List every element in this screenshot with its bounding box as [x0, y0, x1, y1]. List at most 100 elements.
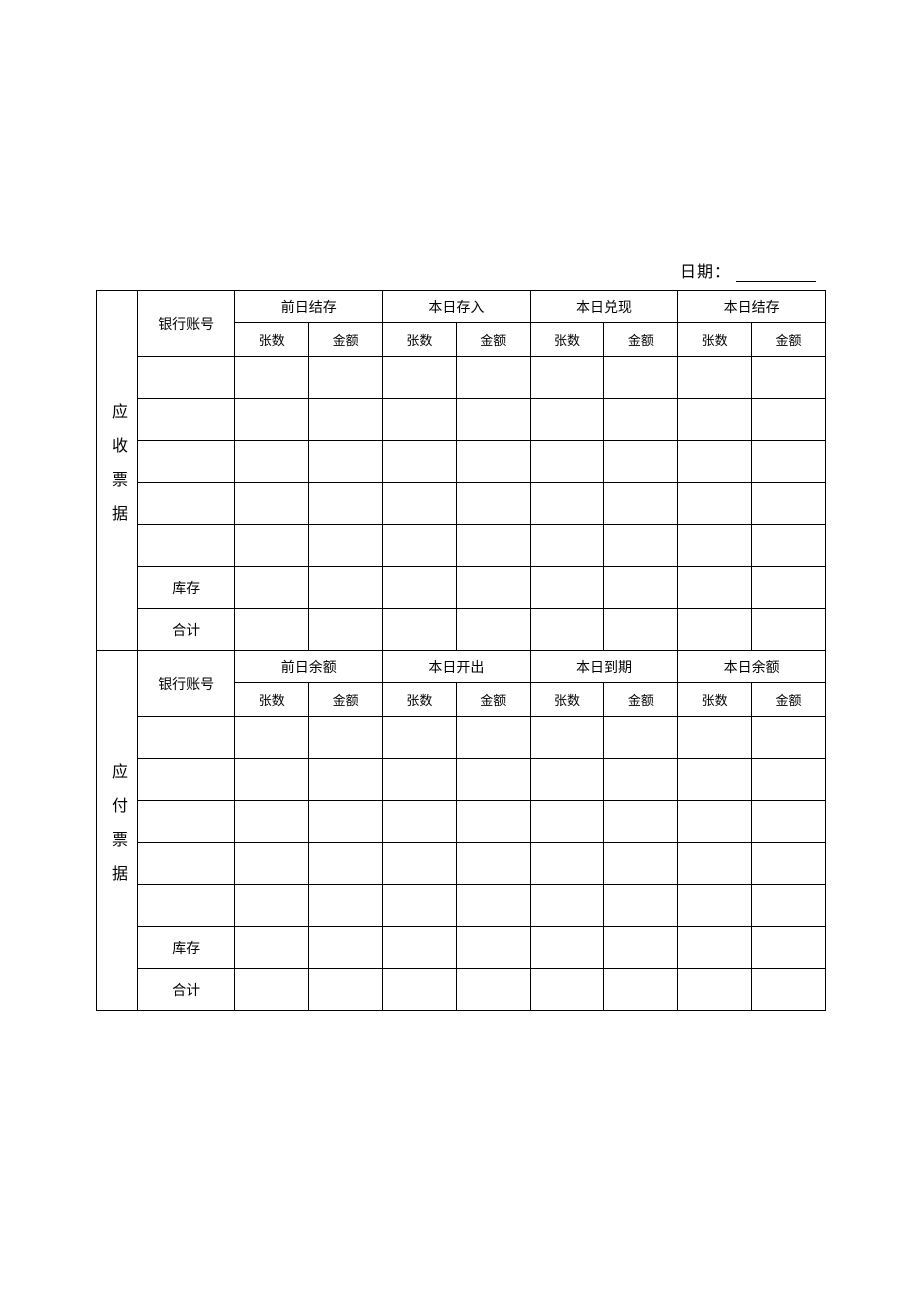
cell[interactable]	[309, 759, 383, 801]
cell[interactable]	[604, 969, 678, 1011]
cell[interactable]	[604, 927, 678, 969]
cell[interactable]	[383, 885, 457, 927]
cell[interactable]	[678, 441, 752, 483]
cell[interactable]	[678, 483, 752, 525]
cell[interactable]	[456, 969, 530, 1011]
cell[interactable]	[752, 759, 826, 801]
cell[interactable]	[678, 525, 752, 567]
cell[interactable]	[235, 441, 309, 483]
cell[interactable]	[235, 717, 309, 759]
cell[interactable]	[530, 927, 604, 969]
cell[interactable]	[752, 567, 826, 609]
cell[interactable]	[678, 759, 752, 801]
cell[interactable]	[678, 717, 752, 759]
cell[interactable]	[456, 525, 530, 567]
cell[interactable]	[235, 483, 309, 525]
cell[interactable]	[138, 801, 235, 843]
cell[interactable]	[235, 969, 309, 1011]
cell[interactable]	[456, 567, 530, 609]
cell[interactable]	[309, 843, 383, 885]
cell[interactable]	[752, 483, 826, 525]
cell[interactable]	[235, 885, 309, 927]
cell[interactable]	[604, 357, 678, 399]
cell[interactable]	[235, 843, 309, 885]
cell[interactable]	[309, 609, 383, 651]
cell[interactable]	[752, 399, 826, 441]
cell[interactable]	[530, 801, 604, 843]
date-input-line[interactable]	[736, 268, 816, 282]
cell[interactable]	[138, 483, 235, 525]
cell[interactable]	[530, 357, 604, 399]
cell[interactable]	[678, 969, 752, 1011]
cell[interactable]	[456, 885, 530, 927]
cell[interactable]	[383, 399, 457, 441]
cell[interactable]	[456, 441, 530, 483]
cell[interactable]	[752, 885, 826, 927]
cell[interactable]	[530, 717, 604, 759]
cell[interactable]	[678, 399, 752, 441]
cell[interactable]	[309, 399, 383, 441]
cell[interactable]	[235, 801, 309, 843]
cell[interactable]	[752, 927, 826, 969]
cell[interactable]	[309, 717, 383, 759]
cell[interactable]	[456, 927, 530, 969]
cell[interactable]	[383, 567, 457, 609]
cell[interactable]	[678, 609, 752, 651]
cell[interactable]	[530, 399, 604, 441]
cell[interactable]	[309, 969, 383, 1011]
cell[interactable]	[383, 717, 457, 759]
cell[interactable]	[604, 399, 678, 441]
cell[interactable]	[138, 885, 235, 927]
cell[interactable]	[383, 441, 457, 483]
cell[interactable]	[604, 759, 678, 801]
cell[interactable]	[309, 801, 383, 843]
cell[interactable]	[604, 609, 678, 651]
cell[interactable]	[235, 399, 309, 441]
cell[interactable]	[456, 399, 530, 441]
cell[interactable]	[383, 969, 457, 1011]
cell[interactable]	[678, 357, 752, 399]
cell[interactable]	[309, 885, 383, 927]
cell[interactable]	[604, 525, 678, 567]
cell[interactable]	[138, 843, 235, 885]
cell[interactable]	[604, 483, 678, 525]
cell[interactable]	[604, 717, 678, 759]
cell[interactable]	[309, 927, 383, 969]
cell[interactable]	[456, 759, 530, 801]
cell[interactable]	[235, 759, 309, 801]
cell[interactable]	[604, 885, 678, 927]
cell[interactable]	[383, 759, 457, 801]
cell[interactable]	[138, 441, 235, 483]
cell[interactable]	[309, 567, 383, 609]
cell[interactable]	[530, 759, 604, 801]
cell[interactable]	[752, 441, 826, 483]
cell[interactable]	[530, 441, 604, 483]
cell[interactable]	[383, 843, 457, 885]
cell[interactable]	[235, 357, 309, 399]
cell[interactable]	[678, 885, 752, 927]
cell[interactable]	[309, 483, 383, 525]
cell[interactable]	[138, 357, 235, 399]
cell[interactable]	[678, 927, 752, 969]
cell[interactable]	[235, 609, 309, 651]
cell[interactable]	[456, 609, 530, 651]
cell[interactable]	[138, 717, 235, 759]
cell[interactable]	[456, 843, 530, 885]
cell[interactable]	[309, 525, 383, 567]
cell[interactable]	[530, 885, 604, 927]
cell[interactable]	[530, 483, 604, 525]
cell[interactable]	[752, 525, 826, 567]
cell[interactable]	[383, 525, 457, 567]
cell[interactable]	[138, 759, 235, 801]
cell[interactable]	[138, 399, 235, 441]
cell[interactable]	[752, 843, 826, 885]
cell[interactable]	[235, 927, 309, 969]
cell[interactable]	[530, 609, 604, 651]
cell[interactable]	[383, 801, 457, 843]
cell[interactable]	[456, 801, 530, 843]
cell[interactable]	[456, 717, 530, 759]
cell[interactable]	[752, 969, 826, 1011]
cell[interactable]	[456, 483, 530, 525]
cell[interactable]	[678, 801, 752, 843]
cell[interactable]	[530, 843, 604, 885]
